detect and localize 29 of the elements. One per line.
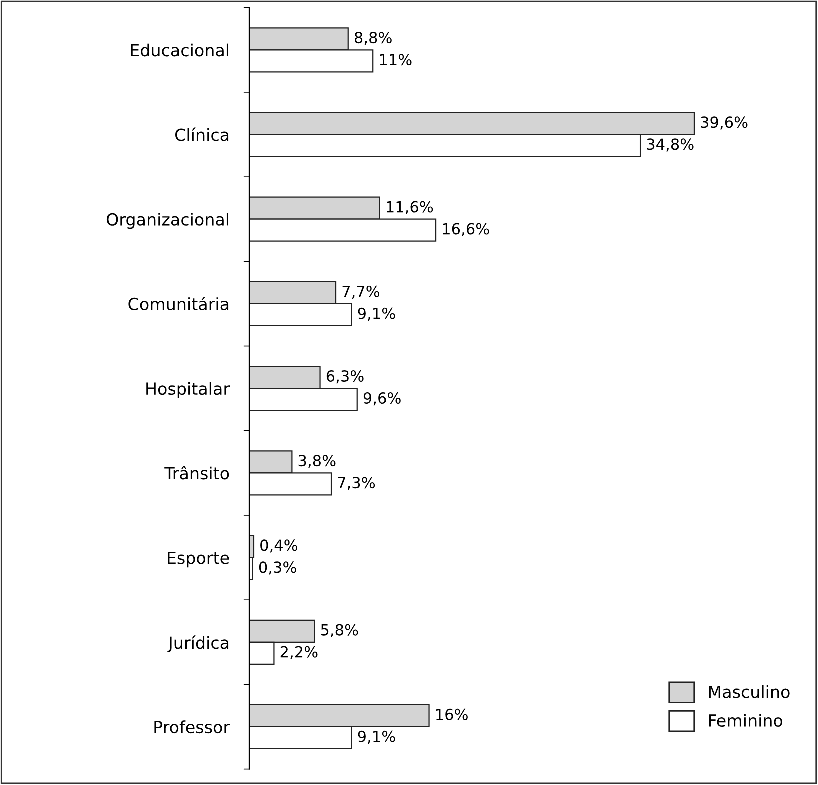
data-label: 39,6% bbox=[701, 116, 748, 130]
y-tick-label: Comunitária bbox=[128, 296, 229, 311]
data-label: 34,8% bbox=[647, 138, 694, 152]
y-tick-label: Organizacional bbox=[106, 213, 228, 230]
legend-label: Feminino bbox=[709, 714, 783, 728]
data-label: 8,8% bbox=[354, 32, 392, 46]
data-label: 2,2% bbox=[280, 646, 318, 660]
data-label: 16% bbox=[436, 708, 468, 720]
y-tick-label: Professor bbox=[154, 720, 230, 734]
data-label: 5,8% bbox=[321, 624, 358, 638]
data-label: 6,3% bbox=[326, 370, 364, 384]
y-tick-label: Trânsito bbox=[164, 466, 230, 480]
data-label: 3,8% bbox=[298, 455, 336, 468]
y-tick-label: Clínica bbox=[176, 128, 229, 142]
data-label: 9,1% bbox=[358, 308, 396, 321]
data-label: 0,4% bbox=[260, 540, 298, 553]
data-label: 7,7% bbox=[342, 286, 380, 299]
y-tick-label: Jurídica bbox=[168, 636, 229, 652]
data-label: 9,1% bbox=[358, 730, 396, 744]
y-tick-label: Hospitalar bbox=[146, 382, 230, 398]
legend-label: Masculino bbox=[709, 685, 790, 698]
data-label: 9,6% bbox=[364, 392, 401, 406]
data-label: 11,6% bbox=[387, 201, 434, 214]
y-tick-label: Esporte bbox=[168, 552, 230, 568]
data-label: 7,3% bbox=[338, 477, 376, 490]
data-label: 11% bbox=[380, 54, 412, 66]
data-label: 16,6% bbox=[443, 223, 490, 236]
y-tick-label: Educacional bbox=[131, 44, 228, 57]
data-label: 0,3% bbox=[259, 562, 296, 575]
